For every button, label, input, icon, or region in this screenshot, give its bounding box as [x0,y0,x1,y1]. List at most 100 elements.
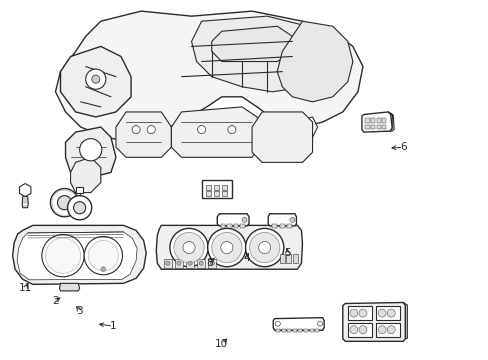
Circle shape [245,228,283,267]
Circle shape [377,326,386,334]
Circle shape [67,195,92,220]
Text: 3: 3 [76,306,83,316]
Circle shape [132,126,140,134]
Bar [208,258,216,268]
Text: 2: 2 [52,296,59,306]
Polygon shape [251,112,312,162]
Bar [213,185,218,190]
Circle shape [45,238,81,273]
Bar [205,191,210,196]
Text: 6: 6 [399,142,406,152]
Bar [163,258,172,268]
Polygon shape [361,112,391,132]
Circle shape [147,126,155,134]
Circle shape [317,321,322,326]
Circle shape [377,309,386,317]
Bar [286,254,291,263]
Bar [292,254,297,263]
Circle shape [386,326,394,334]
Polygon shape [287,117,317,137]
Circle shape [199,261,203,265]
Polygon shape [146,127,176,147]
Bar [221,224,225,228]
Bar [365,118,369,122]
Text: 10: 10 [215,339,228,349]
Bar [281,329,285,332]
Circle shape [80,139,102,161]
Circle shape [84,237,122,275]
Circle shape [349,326,357,334]
Text: 1: 1 [110,321,117,331]
Polygon shape [55,11,362,142]
Bar [376,118,380,122]
Text: 4: 4 [243,253,250,263]
Bar [314,329,319,332]
Polygon shape [171,107,262,157]
Polygon shape [277,21,352,102]
Bar [233,224,238,228]
Polygon shape [22,197,28,208]
Circle shape [165,261,169,265]
Text: 5: 5 [284,248,290,258]
Bar [381,125,386,129]
Circle shape [289,217,294,222]
Circle shape [174,233,204,263]
Circle shape [349,309,357,317]
Bar [376,125,380,129]
Circle shape [210,261,214,265]
Circle shape [249,233,279,263]
Circle shape [358,309,366,317]
Bar [76,186,83,193]
Circle shape [242,217,246,222]
Circle shape [197,126,205,134]
Bar [279,224,284,228]
Circle shape [42,234,84,277]
Text: 11: 11 [19,283,32,293]
Circle shape [58,195,71,210]
Bar [347,306,371,320]
Bar [381,118,386,122]
Circle shape [50,189,79,217]
Polygon shape [273,318,324,330]
Circle shape [183,242,195,253]
Circle shape [275,321,280,326]
Bar [287,329,291,332]
Bar [279,254,284,263]
Polygon shape [342,302,405,341]
Polygon shape [387,112,393,131]
Polygon shape [70,157,101,193]
Bar [347,323,371,337]
Bar [287,224,292,228]
Bar [276,329,280,332]
Circle shape [211,233,242,263]
Bar [227,224,231,228]
Bar [175,258,183,268]
Bar [309,329,313,332]
Bar [213,191,218,196]
Circle shape [386,309,394,317]
Bar [272,224,277,228]
Circle shape [227,126,235,134]
Polygon shape [20,184,31,197]
Polygon shape [13,225,146,284]
Bar [201,180,231,198]
Polygon shape [267,214,296,226]
Circle shape [92,75,100,83]
Circle shape [85,69,105,89]
Circle shape [221,242,232,253]
Bar [222,185,226,190]
Bar [298,329,302,332]
Circle shape [88,240,118,271]
Polygon shape [403,302,407,339]
Bar [240,224,244,228]
Polygon shape [17,232,137,280]
Polygon shape [217,214,248,226]
Polygon shape [116,112,171,157]
Bar [185,258,194,268]
Bar [375,306,400,320]
Bar [375,323,400,337]
Bar [370,125,374,129]
Polygon shape [65,127,116,177]
Polygon shape [60,283,80,291]
Text: 8: 8 [205,258,212,268]
